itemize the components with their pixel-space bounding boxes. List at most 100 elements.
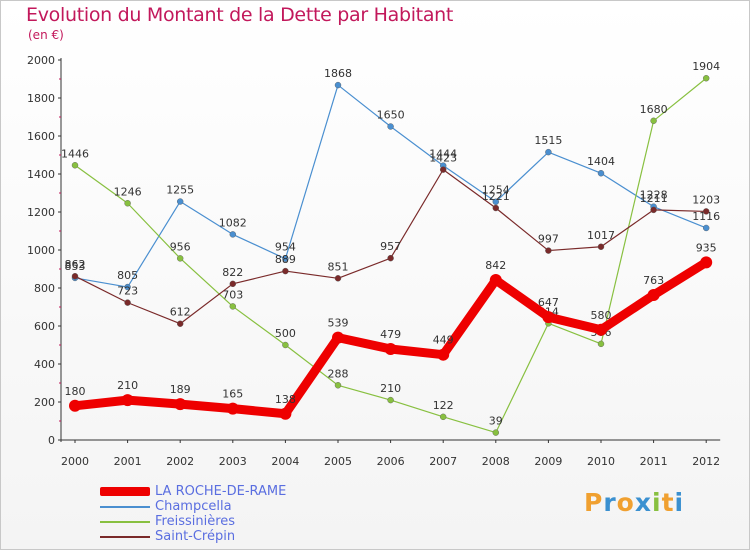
data-label-freissinieres: 288: [328, 367, 349, 380]
data-point-freissinieres: [176, 255, 184, 262]
data-point-la-roche-de-rame: [384, 342, 397, 355]
logo-letter: r: [603, 488, 617, 517]
data-point-la-roche-de-rame: [542, 311, 555, 324]
y-tick-label: 400: [34, 358, 55, 371]
data-label-saint-crepin: 1211: [640, 192, 668, 205]
x-tick-label: 2011: [640, 455, 668, 468]
x-tick-label: 2009: [534, 455, 562, 468]
data-point-champcella: [124, 283, 131, 291]
data-point-saint-crepin: [71, 273, 79, 280]
logo-letter: o: [616, 488, 635, 517]
x-tick-label: 2012: [692, 455, 720, 468]
x-tick-label: 2007: [429, 455, 457, 468]
data-label-champcella: 954: [275, 241, 296, 254]
data-label-la-roche-de-rame: 580: [591, 309, 612, 322]
data-point-la-roche-de-rame: [489, 274, 502, 287]
data-point-saint-crepin: [440, 166, 447, 173]
data-label-la-roche-de-rame: 479: [380, 328, 401, 341]
data-point-saint-crepin: [650, 206, 657, 214]
data-point-freissinieres: [124, 200, 131, 207]
data-label-champcella: 1650: [377, 109, 405, 122]
data-point-la-roche-de-rame: [437, 348, 450, 361]
data-label-saint-crepin: 997: [538, 233, 559, 246]
data-label-saint-crepin: 1017: [587, 229, 615, 242]
data-point-freissinieres: [71, 162, 79, 169]
x-tick-label: 2005: [324, 455, 352, 468]
data-point-la-roche-de-rame: [595, 323, 607, 336]
data-label-saint-crepin: 822: [222, 266, 243, 279]
x-tick-label: 2000: [61, 455, 89, 468]
logo-letter: i: [674, 488, 685, 517]
y-tick-label: 1400: [27, 168, 55, 181]
logo-letter: t: [661, 488, 675, 517]
data-point-freissinieres: [492, 429, 499, 436]
x-tick-label: 2008: [482, 455, 510, 468]
chart-subtitle: (en €): [28, 28, 64, 42]
data-label-champcella: 1228: [640, 189, 668, 202]
data-label-champcella: 1404: [587, 155, 615, 168]
data-label-champcella: 1254: [482, 184, 510, 197]
legend-label: Freissinières: [155, 514, 236, 529]
data-point-la-roche-de-rame: [121, 394, 134, 407]
x-tick-label: 2004: [271, 455, 299, 468]
data-label-freissinieres: 1246: [114, 185, 142, 198]
data-point-saint-crepin: [387, 254, 394, 262]
legend: LA ROCHE-DE-RAME Champcella Freissinière…: [100, 484, 320, 544]
data-label-freissinieres: 39: [489, 415, 503, 428]
data-point-saint-crepin: [334, 275, 342, 282]
data-label-saint-crepin: 723: [117, 285, 138, 298]
data-point-saint-crepin: [703, 208, 710, 215]
legend-swatch: [100, 506, 150, 508]
data-point-la-roche-de-rame: [226, 402, 239, 415]
data-point-champcella: [334, 81, 342, 89]
data-point-la-roche-de-rame: [279, 407, 292, 420]
data-label-saint-crepin: 862: [65, 258, 86, 271]
data-label-saint-crepin: 1423: [429, 152, 457, 165]
proxiti-logo: Proxiti: [584, 488, 684, 517]
data-point-la-roche-de-rame: [69, 399, 81, 412]
data-label-freissinieres: 1904: [692, 60, 720, 73]
data-point-freissinieres: [650, 117, 657, 125]
legend-label: Saint-Crépin: [155, 529, 236, 544]
data-point-champcella: [229, 231, 237, 238]
data-point-freissinieres: [440, 413, 447, 421]
x-tick-label: 2010: [587, 455, 615, 468]
data-label-la-roche-de-rame: 842: [485, 259, 506, 272]
data-label-saint-crepin: 957: [380, 240, 401, 253]
x-tick-label: 2002: [166, 455, 194, 468]
data-point-saint-crepin: [492, 204, 499, 212]
y-tick-label: 1800: [27, 92, 55, 105]
data-point-saint-crepin: [176, 320, 184, 327]
legend-item-la-roche-de-rame: LA ROCHE-DE-RAME: [100, 484, 320, 499]
data-label-freissinieres: 122: [433, 399, 454, 412]
y-tick-label: 600: [34, 320, 55, 333]
data-label-freissinieres: 703: [222, 288, 243, 301]
data-label-la-roche-de-rame: 138: [275, 393, 296, 406]
data-label-la-roche-de-rame: 189: [170, 383, 191, 396]
data-point-champcella: [282, 255, 289, 262]
data-point-la-roche-de-rame: [332, 331, 344, 344]
data-label-la-roche-de-rame: 210: [117, 379, 138, 392]
x-tick-label: 2001: [114, 455, 142, 468]
data-label-la-roche-de-rame: 449: [433, 334, 454, 347]
data-label-freissinieres: 500: [275, 327, 296, 340]
chart-title: Evolution du Montant de la Dette par Hab…: [26, 4, 454, 26]
x-tick-label: 2003: [219, 455, 247, 468]
data-point-saint-crepin: [545, 247, 552, 254]
y-tick-label: 1000: [27, 244, 55, 257]
legend-swatch: [100, 487, 150, 496]
data-point-champcella: [703, 224, 710, 232]
legend-item-freissinieres: Freissinières: [100, 514, 320, 529]
data-label-champcella: 1116: [692, 210, 720, 223]
data-point-la-roche-de-rame: [700, 256, 713, 269]
data-point-champcella: [176, 198, 184, 205]
data-label-saint-crepin: 889: [275, 253, 296, 266]
data-point-saint-crepin: [282, 267, 289, 275]
data-label-la-roche-de-rame: 935: [696, 241, 717, 254]
y-tick-label: 1600: [27, 130, 55, 143]
data-label-champcella: 1255: [166, 184, 194, 197]
data-point-freissinieres: [387, 396, 394, 404]
data-point-freissinieres: [334, 382, 342, 389]
data-label-la-roche-de-rame: 165: [222, 388, 243, 401]
